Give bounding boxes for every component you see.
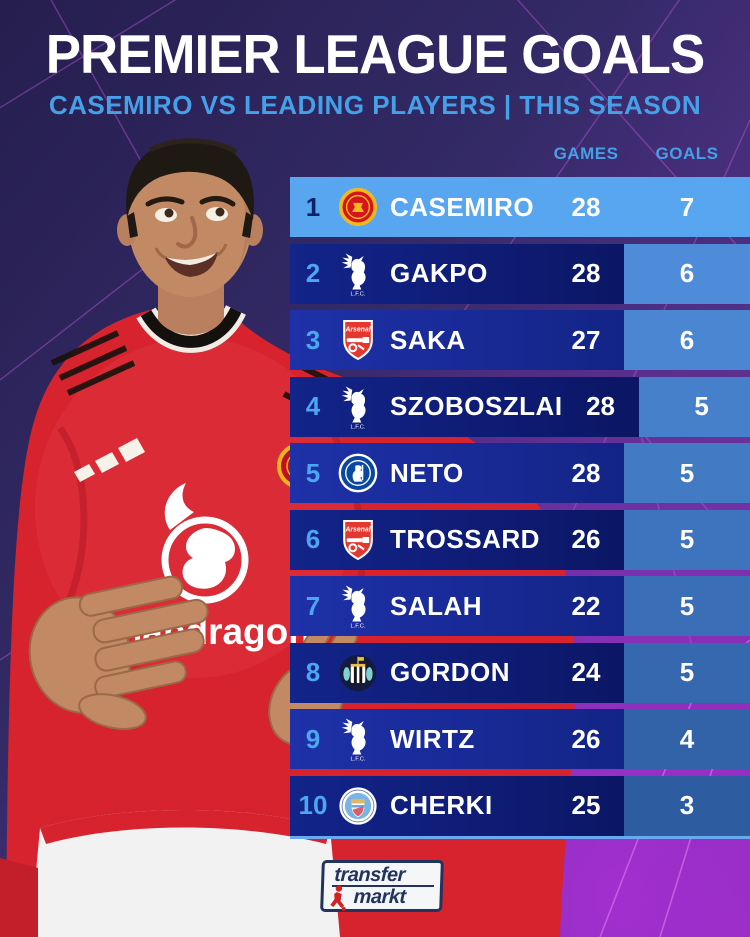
rank-label: 2 — [305, 258, 321, 288]
goals-cell: 5 — [638, 376, 750, 437]
games-value: 26 — [571, 524, 601, 554]
goals-cell: 3 — [624, 775, 750, 836]
table-row: 5 NETO 28 5 — [290, 443, 750, 503]
goals-cell: 6 — [624, 310, 750, 370]
goals-table: 1 CASEMIRO 28 7 2 L.F.C. GAKPO 28 6 — [290, 177, 750, 839]
player-name: NETO — [390, 457, 464, 488]
table-row: 4 L.F.C. SZOBOSZLAI 28 5 — [290, 376, 750, 437]
kicker-player-icon — [330, 885, 346, 911]
games-value: 24 — [571, 657, 601, 687]
goals-value: 5 — [694, 391, 709, 421]
manchester-city-crest-icon — [336, 776, 380, 836]
player-name: TROSSARD — [390, 524, 540, 554]
games-value: 27 — [571, 324, 601, 355]
games-value: 28 — [571, 191, 601, 222]
player-name: SAKA — [390, 324, 466, 355]
liverpool-crest-icon: L.F.C. — [336, 244, 380, 304]
rank-label: 5 — [305, 457, 321, 488]
svg-text:Arsenal: Arsenal — [344, 526, 371, 533]
player-name: GAKPO — [390, 258, 488, 288]
goals-cell: 5 — [624, 642, 750, 703]
goals-value: 7 — [679, 191, 695, 222]
player-name: SALAH — [390, 590, 483, 621]
newcastle-crest-icon — [336, 643, 380, 703]
goals-value: 5 — [679, 657, 695, 687]
transfermarkt-logo: transfer markt — [320, 860, 444, 912]
table-row: 7 L.F.C. SALAH 22 5 — [290, 576, 750, 636]
chelsea-crest-icon — [336, 443, 380, 503]
svg-text:L.F.C.: L.F.C. — [351, 291, 366, 297]
goals-cell: 6 — [624, 243, 750, 304]
liverpool-crest-icon: L.F.C. — [336, 377, 380, 437]
player-name: SZOBOSZLAI — [390, 391, 563, 421]
svg-text:L.F.C.: L.F.C. — [351, 756, 366, 762]
liverpool-crest-icon: L.F.C. — [336, 709, 380, 769]
goals-cell: 4 — [624, 709, 750, 769]
player-name: GORDON — [390, 657, 510, 687]
games-value: 25 — [571, 790, 601, 820]
rank-label: 8 — [305, 657, 321, 687]
player-name: CASEMIRO — [390, 191, 535, 222]
snapdragon-logo-icon — [161, 483, 249, 604]
rank-label: 6 — [305, 524, 321, 554]
player-name: WIRTZ — [390, 723, 475, 754]
rank-label: 1 — [305, 191, 321, 222]
goals-value: 6 — [679, 258, 695, 288]
table-row: 9 L.F.C. WIRTZ 26 4 — [290, 709, 750, 769]
rank-label: 3 — [305, 324, 321, 355]
goals-value: 5 — [679, 457, 695, 488]
games-value: 28 — [571, 258, 601, 288]
table-row: 8 GORDON 24 5 — [290, 642, 750, 703]
rank-label: 9 — [305, 723, 321, 754]
table-row: 3 Arsenal SAKA 27 6 — [290, 310, 750, 370]
goals-value: 4 — [679, 723, 695, 754]
games-value: 22 — [571, 590, 601, 621]
column-header-goals: GOALS — [655, 144, 719, 163]
svg-text:Arsenal: Arsenal — [344, 326, 371, 333]
games-value: 28 — [586, 391, 616, 421]
games-value: 28 — [571, 457, 601, 488]
goals-cell: 7 — [624, 177, 750, 237]
goals-cell: 5 — [624, 443, 750, 503]
transfermarkt-line1: transfer — [331, 864, 435, 887]
player-name: CHERKI — [390, 790, 493, 820]
liverpool-crest-icon: L.F.C. — [336, 576, 380, 636]
goals-cell: 5 — [624, 576, 750, 636]
rank-label: 4 — [305, 391, 321, 421]
table-row: 1 CASEMIRO 28 7 — [290, 177, 750, 237]
page-subtitle: CASEMIRO VS LEADING PLAYERS | THIS SEASO… — [48, 90, 702, 120]
goals-cell: 5 — [624, 509, 750, 570]
arsenal-crest-icon: Arsenal — [336, 510, 380, 570]
goals-value: 3 — [679, 790, 695, 820]
rank-label: 7 — [305, 590, 321, 621]
games-value: 26 — [571, 723, 601, 754]
svg-text:L.F.C.: L.F.C. — [351, 424, 366, 430]
goals-value: 6 — [679, 324, 695, 355]
table-row: 6 Arsenal TROSSARD 26 5 — [290, 509, 750, 570]
goals-value: 5 — [679, 590, 695, 621]
rank-label: 10 — [298, 790, 328, 820]
manchester-united-crest-icon — [336, 177, 380, 237]
arsenal-crest-icon: Arsenal — [336, 310, 380, 370]
column-header-games: GAMES — [553, 144, 619, 163]
svg-text:L.F.C.: L.F.C. — [351, 623, 366, 629]
goals-value: 5 — [679, 524, 695, 554]
page-title: PREMIER LEAGUE GOALS — [45, 23, 705, 85]
table-row: 2 L.F.C. GAKPO 28 6 — [290, 243, 750, 304]
table-row: 10 CHERKI 25 3 — [290, 775, 750, 836]
